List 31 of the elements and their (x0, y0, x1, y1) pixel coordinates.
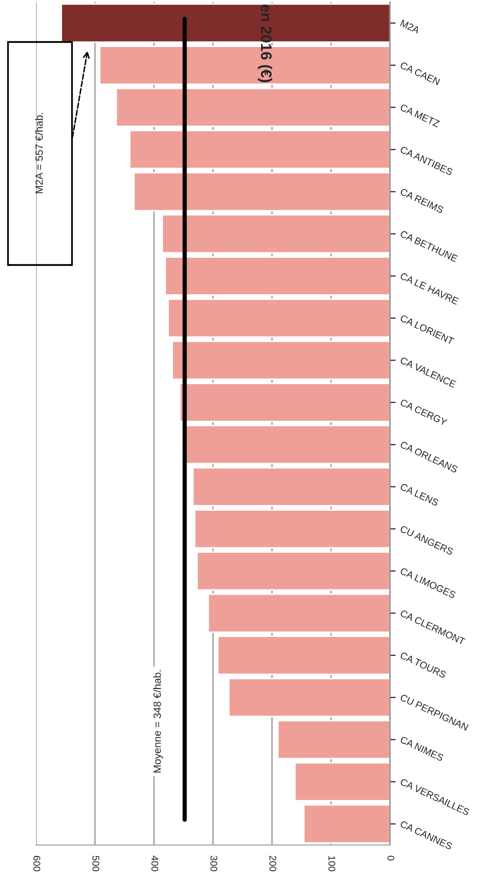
x-tick-label: 400 (151, 856, 158, 872)
bar (303, 804, 390, 844)
bar (194, 509, 390, 549)
bar (129, 130, 390, 170)
bar (196, 551, 390, 591)
text: en 2016 (€) (258, 4, 272, 82)
x-tick-label: 300 (210, 856, 218, 872)
y-tick-label: CA LENS (400, 483, 440, 506)
x-tick-label: 200 (269, 856, 276, 872)
bar (167, 298, 390, 338)
bar (162, 214, 390, 254)
x-tick-label: 600 (33, 856, 40, 872)
x-tick-label: 0 (387, 856, 394, 860)
bar (133, 172, 390, 212)
bar (185, 424, 390, 464)
y-tick-label: M2A (400, 20, 420, 34)
bar (294, 762, 390, 802)
bar (277, 720, 390, 760)
bar (208, 594, 390, 633)
bar (192, 467, 390, 506)
annotation: M2A = 557 €/hab. (35, 112, 43, 194)
bar (179, 382, 390, 422)
bar (228, 678, 390, 718)
bar (217, 636, 390, 675)
ref-line-label: Moyenne = 348 €/hab. (153, 670, 163, 772)
y-tick-label: CA CAEN (400, 62, 440, 86)
bar (116, 88, 390, 128)
bar (164, 256, 390, 296)
bar (172, 340, 390, 380)
x-tick-label: 500 (92, 856, 100, 872)
x-tick-label: 100 (328, 856, 336, 872)
